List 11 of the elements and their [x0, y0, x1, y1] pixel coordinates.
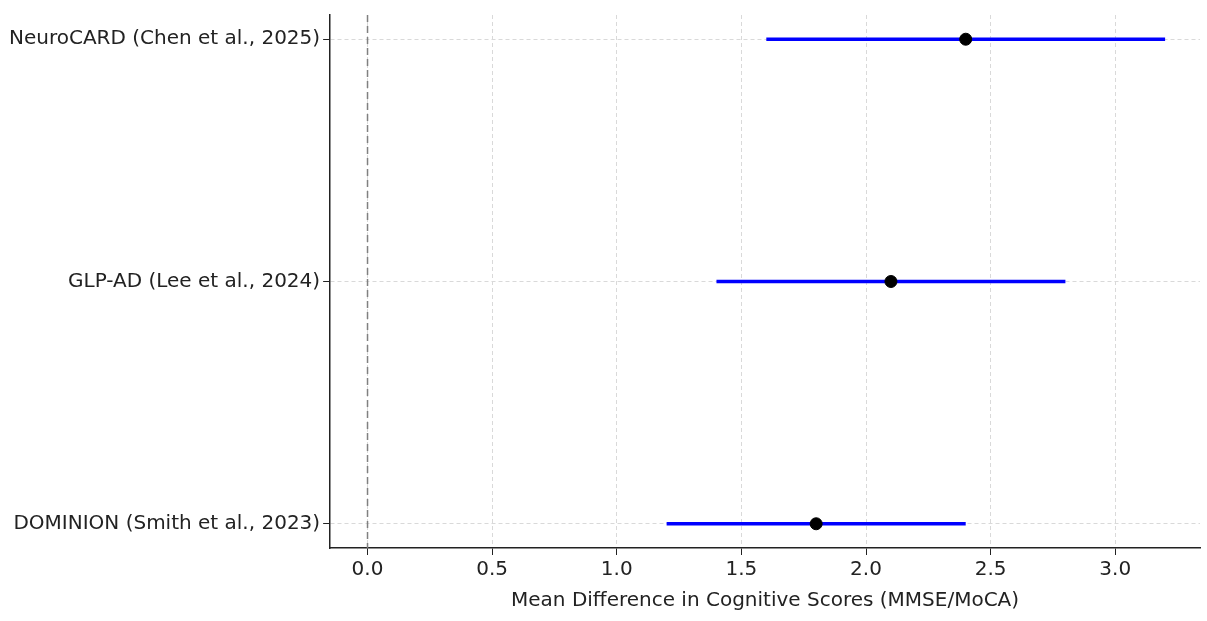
x-axis-title: Mean Difference in Cognitive Scores (MMSE/MoCA) — [511, 587, 1020, 612]
x-tick-label: 1.0 — [600, 556, 633, 581]
x-tick-label: 2.0 — [850, 556, 882, 581]
x-tick-label: 2.5 — [974, 556, 1007, 581]
y-tick-label: DOMINION (Smith et al., 2023) — [13, 509, 321, 534]
y-tick-label: GLP-AD (Lee et al., 2024) — [67, 267, 321, 292]
x-tick-label: 0.5 — [476, 556, 509, 581]
x-tick-label: 3.0 — [1099, 556, 1132, 581]
x-tick-label: 1.5 — [725, 556, 758, 581]
x-tick-label: 0.0 — [351, 556, 384, 581]
y-tick-label: NeuroCARD (Chen et al., 2025) — [8, 25, 321, 50]
